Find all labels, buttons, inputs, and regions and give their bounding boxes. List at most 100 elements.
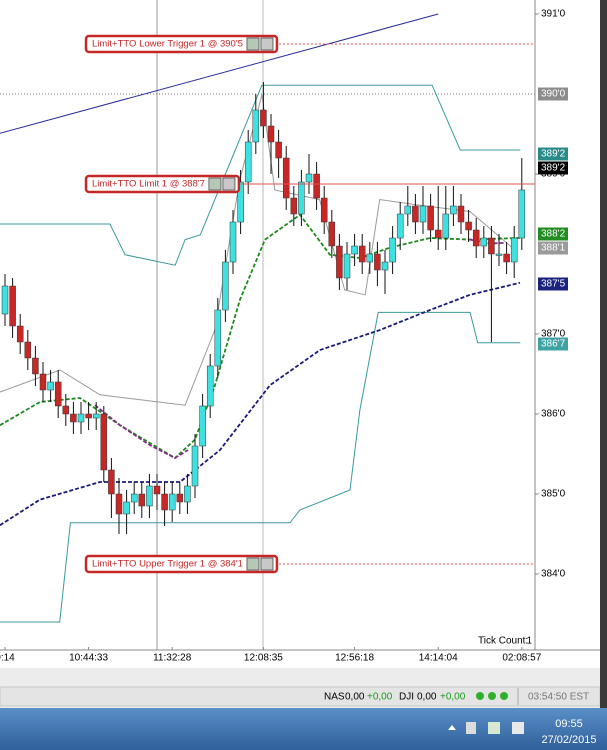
candle-body <box>85 413 92 419</box>
candle-body <box>389 237 396 263</box>
candle-body <box>510 237 518 263</box>
order[interactable]: Limit+TTO Limit 1 @ 388'7 <box>84 174 241 194</box>
indicator-line <box>0 13 439 134</box>
candle-body <box>70 413 77 423</box>
tray-icon[interactable] <box>488 722 500 734</box>
cancel-button[interactable] <box>260 557 274 571</box>
candle-body <box>47 381 54 391</box>
price-marker <box>538 147 568 161</box>
candle-body <box>54 381 62 407</box>
candle-body <box>153 485 161 495</box>
price-marker-label: 389'2 <box>541 163 566 174</box>
candle-body <box>77 413 85 423</box>
y-tick-label: 386'0 <box>541 409 566 420</box>
candle-body <box>146 485 153 507</box>
candle-body <box>222 261 229 311</box>
price-marker <box>538 227 568 241</box>
candle-body <box>237 181 244 223</box>
price-marker-label: 386'7 <box>541 339 566 350</box>
order-label: Limit+TTO Limit 1 @ 388'7 <box>92 179 205 190</box>
x-tick-label: 11:32:28 <box>153 653 192 664</box>
candle-body <box>244 141 252 183</box>
candle-body <box>457 205 465 223</box>
cancel-button[interactable] <box>222 177 236 191</box>
candle-body <box>176 493 184 503</box>
order-box[interactable] <box>84 174 241 194</box>
candle-body <box>450 205 457 215</box>
candle-body <box>39 373 47 391</box>
price-marker-label: 388'2 <box>541 229 566 240</box>
candle-body <box>108 469 115 495</box>
x-tick-label: 14:14:04 <box>419 653 458 664</box>
status-item: 0,00 <box>417 692 437 703</box>
candle-body <box>138 493 146 507</box>
indicator-line <box>0 94 516 406</box>
indicator-line <box>0 213 521 460</box>
tray-icon[interactable] <box>512 722 524 734</box>
y-tick-label: 391'0 <box>541 9 566 20</box>
confirm-button[interactable] <box>246 557 260 571</box>
candle-body <box>1 285 9 315</box>
price-marker <box>538 337 568 351</box>
indicator-line <box>0 84 521 266</box>
x-tick-label: 10:44:33 <box>69 653 108 664</box>
status-light <box>488 692 496 700</box>
candle-body <box>214 309 222 367</box>
candle-body <box>381 261 389 271</box>
candle-body <box>427 205 434 231</box>
x-tick-label: 0:14 <box>0 653 15 664</box>
candle-body <box>404 205 412 215</box>
candle-body <box>252 109 260 143</box>
candle-body <box>168 493 176 511</box>
price-marker <box>538 241 568 255</box>
price-marker <box>538 161 568 175</box>
candle-body <box>419 205 427 223</box>
status-bar <box>0 686 601 707</box>
candle-body <box>16 325 24 343</box>
price-marker-label: 388'1 <box>541 243 566 254</box>
candle-body <box>290 197 298 215</box>
candle-body <box>260 109 267 127</box>
candle-body <box>32 357 39 375</box>
candle-body <box>282 157 290 199</box>
candle-body <box>396 213 404 239</box>
candle-body <box>313 173 320 199</box>
candle-body <box>298 181 305 215</box>
status-item: +0,00 <box>440 692 466 703</box>
tick-count-value: 1 <box>526 636 532 647</box>
candle-body <box>184 485 191 503</box>
candle-body <box>442 213 450 239</box>
status-light <box>476 692 484 700</box>
candle-body <box>305 173 313 183</box>
candle-body <box>366 253 374 263</box>
candle-body <box>374 253 381 271</box>
candle-body <box>24 341 32 359</box>
tray-icon[interactable] <box>466 722 476 734</box>
status-item: NAS <box>324 692 345 703</box>
candle-body <box>267 125 275 143</box>
order-box[interactable] <box>84 34 279 54</box>
taskbar <box>0 708 607 750</box>
candle-body <box>495 253 503 256</box>
order[interactable]: Limit+TTO Lower Trigger 1 @ 390'5 <box>84 34 279 54</box>
candle-body <box>191 445 199 487</box>
confirm-button[interactable] <box>246 37 260 51</box>
candle-body <box>123 501 130 515</box>
price-axis <box>535 0 600 668</box>
order[interactable]: Limit+TTO Upper Trigger 1 @ 384'1 <box>84 554 279 574</box>
order-box[interactable] <box>84 554 279 574</box>
tray-arrow[interactable] <box>448 725 456 730</box>
price-marker <box>538 277 568 291</box>
candle-body <box>161 493 168 511</box>
status-item: +0,00 <box>367 692 393 703</box>
cancel-button[interactable] <box>260 37 274 51</box>
y-tick-label: 387'0 <box>541 329 566 340</box>
indicator-line <box>0 311 521 623</box>
status-item: 0,00 <box>345 692 365 703</box>
confirm-button[interactable] <box>208 177 222 191</box>
candle-body <box>229 221 237 263</box>
candle-body <box>412 205 419 223</box>
candle-body <box>336 245 343 279</box>
